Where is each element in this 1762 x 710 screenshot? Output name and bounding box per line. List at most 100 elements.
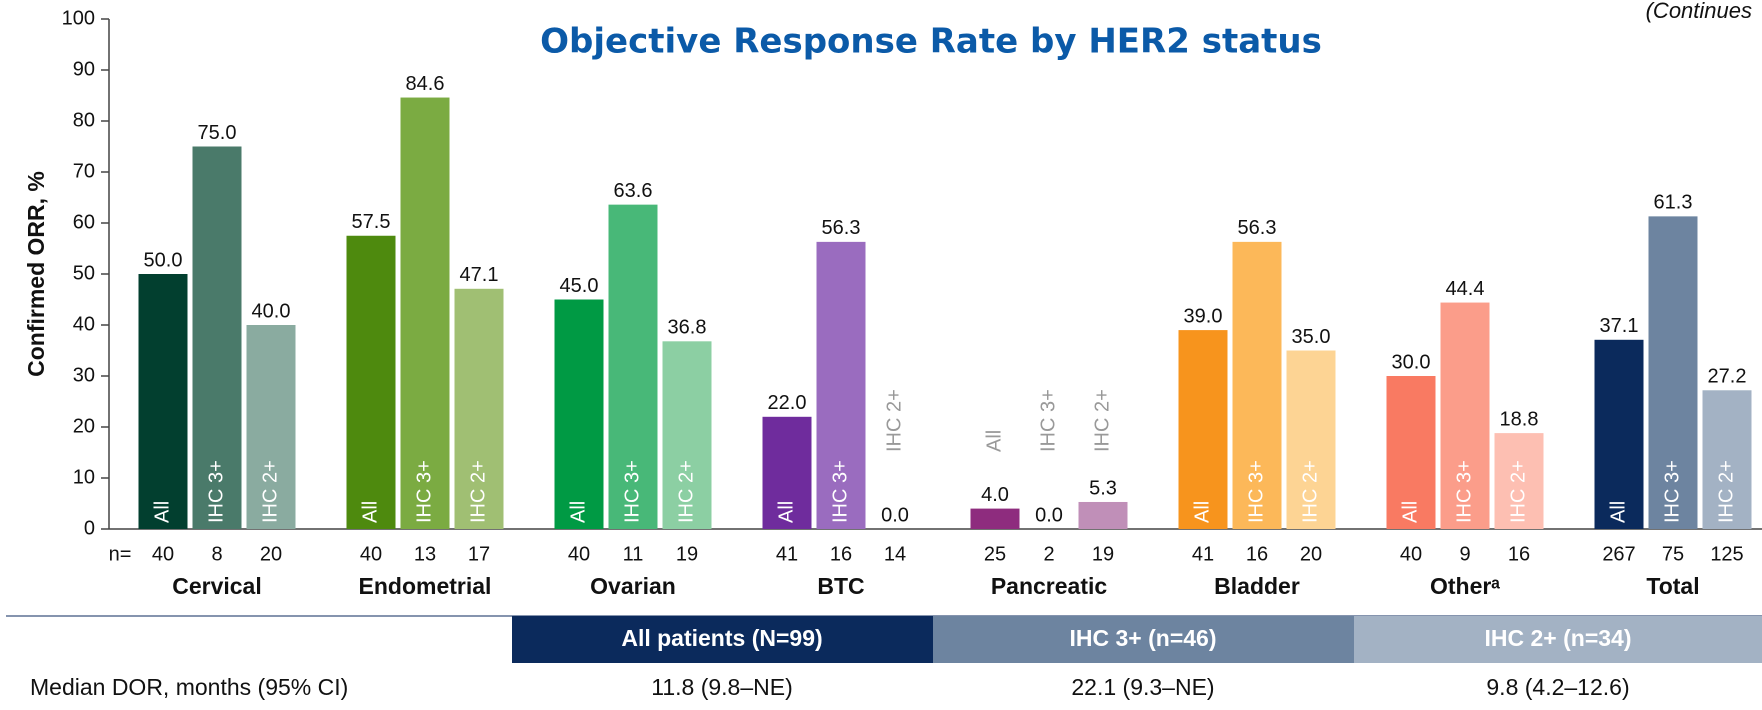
bar	[1178, 330, 1228, 529]
bar	[970, 508, 1020, 529]
n-value: 13	[414, 543, 436, 565]
n-value: 19	[676, 543, 698, 565]
x-tick-label: Ovarian	[590, 573, 676, 599]
value-label: 0.0	[881, 504, 909, 526]
bar-inner-label: All	[775, 501, 797, 523]
note: (Continues	[1646, 0, 1752, 23]
value-label: 44.4	[1446, 278, 1485, 300]
value-label: 40.0	[252, 300, 291, 322]
value-label: 56.3	[822, 217, 861, 239]
n-value: 40	[1400, 543, 1422, 565]
table-cell: 9.8 (4.2–12.6)	[1486, 674, 1629, 700]
value-label: 5.3	[1089, 477, 1117, 499]
bar-inner-label: IHC 3+	[1245, 460, 1267, 523]
bar	[1494, 433, 1544, 529]
x-tick-label: Pancreatic	[991, 573, 1108, 599]
bar	[608, 204, 658, 529]
n-value: 16	[1246, 543, 1268, 565]
bar-inner-label: IHC 2+	[1507, 460, 1529, 523]
bar	[1594, 339, 1644, 529]
value-label: 50.0	[144, 249, 183, 271]
n-value: 2	[1043, 543, 1054, 565]
x-tick-label: Total	[1646, 573, 1699, 599]
y-tick-label: 90	[73, 58, 95, 80]
y-tick-label: 100	[62, 7, 95, 29]
bar	[400, 97, 450, 529]
bar-inner-label: IHC 2+	[1091, 389, 1113, 452]
bar	[1232, 241, 1282, 529]
bar-inner-label: IHC 3+	[829, 460, 851, 523]
bar-inner-label: IHC 3+	[413, 460, 435, 523]
bar	[1648, 216, 1698, 529]
bar-inner-label: IHC 2+	[1299, 460, 1321, 523]
value-label: 36.8	[668, 317, 707, 339]
bar	[816, 241, 866, 529]
y-tick-label: 70	[73, 160, 95, 182]
y-tick-label: 30	[73, 364, 95, 386]
bar-inner-label: IHC 2+	[259, 460, 281, 523]
bar	[662, 341, 712, 529]
bar-inner-label: IHC 3+	[205, 460, 227, 523]
y-tick-label: 50	[73, 262, 95, 284]
bar-inner-label: IHC 3+	[1661, 460, 1683, 523]
table-header-cell	[512, 616, 933, 663]
x-tick-label: Endometrial	[359, 573, 492, 599]
bar-inner-label: IHC 2+	[675, 460, 697, 523]
bar	[454, 288, 504, 529]
x-tick-label: Otherᵃ	[1430, 573, 1500, 599]
n-value: 8	[211, 543, 222, 565]
value-label: 22.0	[768, 392, 807, 414]
table-header: IHC 2+ (n=34)	[1485, 625, 1632, 651]
bar	[346, 235, 396, 529]
bar-inner-label: All	[983, 430, 1005, 452]
value-label: 39.0	[1184, 305, 1223, 327]
value-label: 27.2	[1708, 366, 1747, 388]
bar-inner-label: IHC 3+	[1037, 389, 1059, 452]
value-label: 57.5	[352, 211, 391, 233]
value-label: 4.0	[981, 484, 1009, 506]
n-value: 125	[1710, 543, 1743, 565]
bar-inner-label: IHC 3+	[621, 460, 643, 523]
value-label: 45.0	[560, 275, 599, 297]
bar	[554, 299, 604, 529]
n-value: 14	[884, 543, 906, 565]
n-value: 17	[468, 543, 490, 565]
bar	[138, 274, 188, 529]
bar-inner-label: All	[359, 501, 381, 523]
n-value: 75	[1662, 543, 1684, 565]
bar	[1702, 390, 1752, 529]
table-row-label: Median DOR, months (95% CI)	[30, 674, 348, 700]
bar-inner-label: IHC 2+	[1715, 460, 1737, 523]
n-value: 41	[1192, 543, 1214, 565]
n-value: 41	[776, 543, 798, 565]
value-label: 35.0	[1292, 326, 1331, 348]
value-label: 0.0	[1035, 504, 1063, 526]
n-value: 25	[984, 543, 1006, 565]
bar-inner-label: IHC 2+	[467, 460, 489, 523]
value-label: 18.8	[1500, 408, 1539, 430]
n-value: 16	[830, 543, 852, 565]
y-axis-label: Confirmed ORR, %	[23, 171, 49, 377]
bar	[1078, 501, 1128, 529]
n-value: 20	[1300, 543, 1322, 565]
value-label: 63.6	[614, 180, 653, 202]
n-value: 40	[152, 543, 174, 565]
bar-inner-label: All	[567, 501, 589, 523]
n-value: 11	[623, 543, 644, 565]
bar-inner-label: All	[1399, 501, 1421, 523]
y-tick-label: 80	[73, 109, 95, 131]
value-label: 47.1	[460, 264, 499, 286]
table-header: IHC 3+ (n=46)	[1070, 625, 1217, 651]
value-label: 84.6	[406, 73, 445, 95]
bar	[1286, 350, 1336, 529]
n-value: 20	[260, 543, 282, 565]
table-header: All patients (N=99)	[621, 625, 822, 651]
value-label: 37.1	[1600, 315, 1639, 337]
table-cell: 22.1 (9.3–NE)	[1071, 674, 1214, 700]
y-tick-label: 60	[73, 211, 95, 233]
table-header-cell	[933, 616, 1354, 663]
n-value: 40	[360, 543, 382, 565]
n-value: 40	[568, 543, 590, 565]
n-label: n=	[109, 543, 132, 565]
